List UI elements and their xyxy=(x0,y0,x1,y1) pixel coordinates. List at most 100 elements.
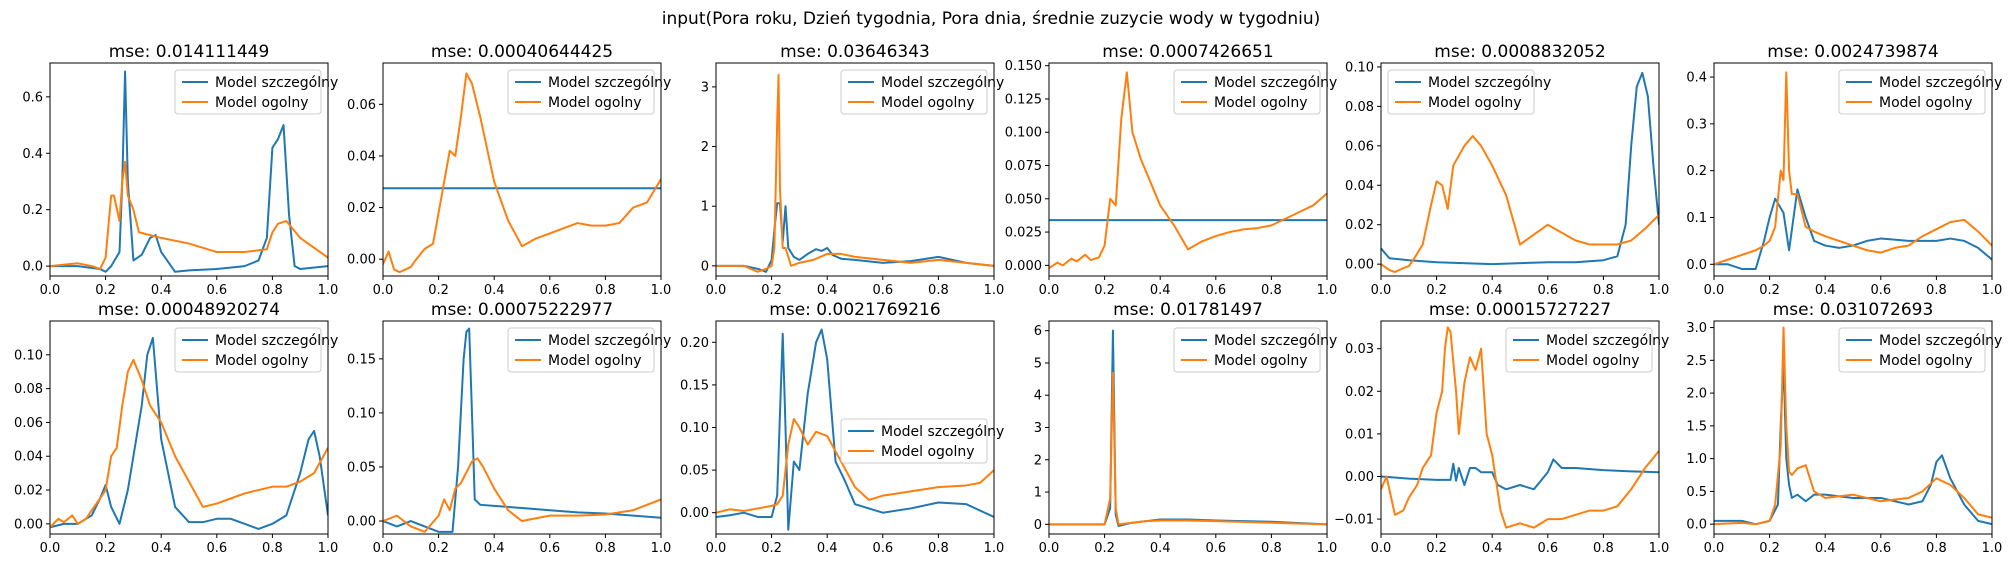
x-tick-label: 0.4 xyxy=(484,541,505,556)
x-tick-label: 0.2 xyxy=(428,283,449,298)
series-line-model-szczegolny xyxy=(1381,458,1659,491)
y-tick-label: 0 xyxy=(1034,518,1042,533)
x-tick-label: 0.4 xyxy=(1150,541,1171,556)
legend: Model szczególny Model ogolny xyxy=(1838,69,2002,115)
y-tick-label: 0.0 xyxy=(1686,518,1707,533)
series-line-model-ogolny xyxy=(1049,71,1327,269)
x-tick-label: 0.6 xyxy=(539,541,560,556)
x-tick-label: 0.4 xyxy=(151,283,172,298)
y-tick-label: 0.4 xyxy=(1686,71,1707,86)
x-tick-label: 0.4 xyxy=(1482,283,1503,298)
y-tick-label: 0 xyxy=(701,259,709,274)
legend-box xyxy=(1838,327,1986,373)
series-line-model-ogolny xyxy=(716,73,994,273)
subplot-title: mse: 0.00075222977 xyxy=(431,300,613,320)
y-tick-label: 3 xyxy=(701,80,709,95)
x-tick-label: 0.6 xyxy=(1537,541,1558,556)
x-tick-label: 0.2 xyxy=(761,283,782,298)
subplot-title: mse: 0.00048920274 xyxy=(98,300,280,320)
legend-box xyxy=(840,69,988,115)
y-tick-label: 0.04 xyxy=(347,149,376,164)
legend-box xyxy=(1173,69,1321,115)
x-tick-label: 0.2 xyxy=(1426,283,1447,298)
x-tick-label: 0.8 xyxy=(928,283,949,298)
legend-label: Model ogolny xyxy=(881,444,975,460)
series-line-model-ogolny xyxy=(50,160,328,270)
legend: Model szczególny Model ogolny xyxy=(507,327,671,373)
legend-box xyxy=(507,69,655,115)
x-tick-label: 0.8 xyxy=(1261,283,1282,298)
x-tick-label: 0.0 xyxy=(1371,283,1392,298)
x-tick-label: 0.6 xyxy=(206,541,227,556)
series-line-model-szczegolny xyxy=(383,327,661,533)
y-tick-label: 4 xyxy=(1034,389,1042,404)
y-tick-label: 6 xyxy=(1034,324,1042,339)
subplot-title: mse: 0.03646343 xyxy=(780,42,930,62)
y-tick-label: 0.075 xyxy=(1005,159,1042,174)
x-tick-label: 0.6 xyxy=(1870,541,1891,556)
legend-box xyxy=(174,327,322,373)
legend: Model szczególny Model ogolny xyxy=(840,418,1004,464)
subplot-grid: mse: 0.014111449 0.0 0.2 0.4 0.6 0.8 1.0 0.0 0.2… xyxy=(14,42,2002,556)
y-tick-label: 0.08 xyxy=(1345,100,1374,115)
y-tick-label: 0.5 xyxy=(1686,485,1707,500)
x-tick-label: 0.6 xyxy=(539,283,560,298)
x-tick-label: 0.2 xyxy=(1759,283,1780,298)
y-tick-label: 0.0 xyxy=(1686,258,1707,273)
y-tick-label: 0.000 xyxy=(1005,259,1042,274)
legend-label: Model szczególny xyxy=(881,424,1004,440)
x-tick-label: 0.8 xyxy=(1926,541,1947,556)
x-tick-label: 0.0 xyxy=(1039,283,1060,298)
y-tick-label: 0.10 xyxy=(14,348,43,363)
x-tick-label: 0.8 xyxy=(928,541,949,556)
y-tick-label: 0.3 xyxy=(1686,117,1707,132)
x-tick-label: 0.2 xyxy=(1094,541,1115,556)
y-tick-label: 0.05 xyxy=(347,460,376,475)
subplot-2: mse: 0.00040644425 0.0 0.2 0.4 0.6 0.8 1.0 0.00… xyxy=(347,42,671,298)
legend-label: Model szczególny xyxy=(1428,75,1551,91)
x-tick-label: 0.0 xyxy=(40,541,61,556)
legend-label: Model ogolny xyxy=(548,95,642,111)
series-line-model-szczegolny xyxy=(50,336,328,530)
subplot-title: mse: 0.01781497 xyxy=(1113,300,1263,320)
subplot-title: mse: 0.00015727227 xyxy=(1429,300,1611,320)
x-tick-label: 0.8 xyxy=(595,541,616,556)
x-tick-label: 0.2 xyxy=(1094,283,1115,298)
y-tick-label: 1 xyxy=(701,200,709,215)
y-tick-label: 0.04 xyxy=(1345,179,1374,194)
y-tick-label: 1 xyxy=(1034,486,1042,501)
x-tick-label: 0.6 xyxy=(206,283,227,298)
y-tick-label: 0.100 xyxy=(1005,126,1042,141)
legend-label: Model szczególny xyxy=(215,75,338,91)
y-tick-label: 2 xyxy=(1034,453,1042,468)
y-tick-label: 0.02 xyxy=(347,201,376,216)
subplot-5: mse: 0.0008832052 0.0 0.2 0.4 0.6 0.8 1.0 0.00 0… xyxy=(1345,42,1669,298)
figure-suptitle: input(Pora roku, Dzień tygodnia, Pora dn… xyxy=(662,9,1321,29)
x-tick-label: 0.8 xyxy=(262,541,283,556)
legend-label: Model ogolny xyxy=(1214,95,1308,111)
subplot-11: mse: 0.00015727227 0.0 0.2 0.4 0.6 0.8 1.0 −0.0… xyxy=(1334,300,1669,556)
series-line-model-szczegolny xyxy=(1381,71,1659,266)
series-line-model-ogolny xyxy=(1381,326,1659,529)
y-tick-label: 0.10 xyxy=(347,406,376,421)
y-tick-label: 0.1 xyxy=(1686,211,1707,226)
x-tick-label: 0.0 xyxy=(373,541,394,556)
x-tick-label: 0.2 xyxy=(1426,541,1447,556)
legend-label: Model szczególny xyxy=(1546,333,1669,349)
x-tick-label: 0.6 xyxy=(1537,283,1558,298)
subplot-title: mse: 0.014111449 xyxy=(109,42,270,62)
legend: Model szczególny Model ogolny xyxy=(1173,327,1337,373)
legend-box xyxy=(1387,69,1535,115)
x-tick-label: 0.8 xyxy=(595,283,616,298)
legend: Model szczególny Model ogolny xyxy=(1387,69,1551,115)
axes-frame xyxy=(382,320,662,535)
series-line-model-szczegolny xyxy=(716,328,994,531)
legend: Model szczególny Model ogolny xyxy=(840,69,1004,115)
x-tick-label: 0.8 xyxy=(262,283,283,298)
x-tick-label: 0.2 xyxy=(1759,541,1780,556)
x-tick-label: 0.0 xyxy=(706,541,727,556)
legend-label: Model szczególny xyxy=(1214,75,1337,91)
x-tick-label: 0.8 xyxy=(1593,541,1614,556)
subplot-title: mse: 0.00040644425 xyxy=(431,42,613,62)
